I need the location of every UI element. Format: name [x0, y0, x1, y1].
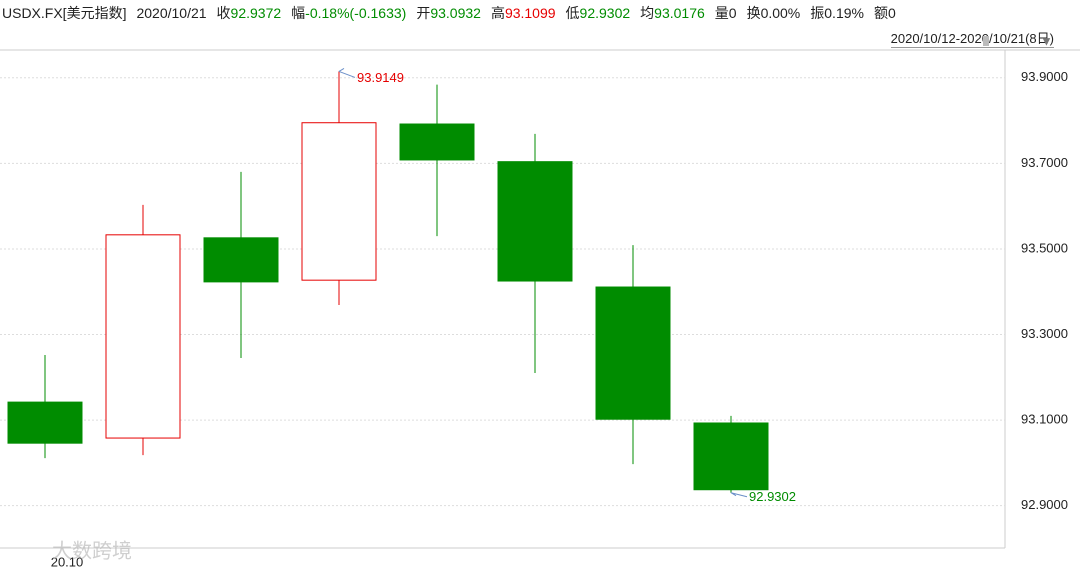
symbol: USDX.FX[美元指数] [2, 5, 127, 21]
annotation: 93.9149 [357, 70, 404, 85]
field-value: -0.18%(-0.1633) [305, 5, 407, 21]
date-range[interactable]: 2020/10/12-2020/10/21(8日) [890, 28, 1054, 48]
dropdown-arrow[interactable]: ▼ [1040, 33, 1053, 48]
header-field: 振0.19% [810, 3, 864, 23]
date: 2020/10/21 [136, 5, 207, 21]
candle-body [399, 123, 475, 161]
header-field: 均93.0176 [640, 3, 705, 23]
y-tick-label: 92.9000 [1021, 497, 1068, 512]
header-field: 开93.0932 [416, 3, 481, 23]
field-value: 93.0176 [654, 5, 705, 21]
y-tick-label: 93.5000 [1021, 240, 1068, 255]
annotation-arrow [338, 68, 356, 78]
candle-body [301, 122, 377, 281]
annotation: 92.9302 [749, 489, 796, 504]
candle-body [595, 286, 671, 420]
field-value: 93.1099 [504, 5, 556, 21]
candle-body [693, 422, 769, 491]
y-tick-label: 93.9000 [1021, 69, 1068, 84]
field-label: 收 [216, 5, 231, 21]
field-label: 换 [746, 5, 761, 21]
candle-body [497, 161, 573, 282]
candle-body [7, 401, 83, 444]
header-field: 额0 [874, 3, 896, 23]
field-value: 92.9302 [579, 5, 631, 21]
y-tick-label: 93.7000 [1021, 155, 1068, 170]
field-value: 0 [728, 5, 737, 21]
field-label: 量 [714, 5, 729, 21]
watermark: 大数跨境 [52, 539, 132, 562]
annotation-arrow [730, 492, 748, 498]
header-field: 幅-0.18%(-0.1633) [291, 3, 406, 23]
field-label: 高 [490, 5, 505, 21]
candle-body [105, 234, 181, 439]
field-label: 开 [416, 5, 431, 21]
field-value: 0 [887, 5, 896, 21]
field-value: 0.19% [824, 5, 864, 21]
header: USDX.FX[美元指数] 2020/10/21 收92.9372 幅-0.18%… [0, 0, 1080, 26]
field-label: 幅 [291, 5, 306, 21]
lock-icon [983, 36, 989, 46]
x-tick-label: 20.10 [51, 554, 84, 569]
y-tick-label: 93.3000 [1021, 326, 1068, 341]
header-field: 量0 [715, 3, 737, 23]
field-value: 93.0932 [430, 5, 481, 21]
header-field: 高93.1099 [491, 3, 556, 23]
field-value: 0.00% [760, 5, 801, 21]
field-label: 振 [810, 5, 825, 21]
field-label: 低 [565, 5, 580, 21]
header-field: 收92.9372 [217, 3, 282, 23]
candle-body [203, 237, 279, 283]
field-label: 均 [640, 5, 655, 21]
field-label: 额 [873, 5, 888, 21]
y-tick-label: 93.1000 [1021, 412, 1068, 427]
header-field: 换0.00% [747, 3, 801, 23]
header-field: 低92.9302 [566, 3, 631, 23]
field-value: 92.9372 [230, 5, 282, 21]
